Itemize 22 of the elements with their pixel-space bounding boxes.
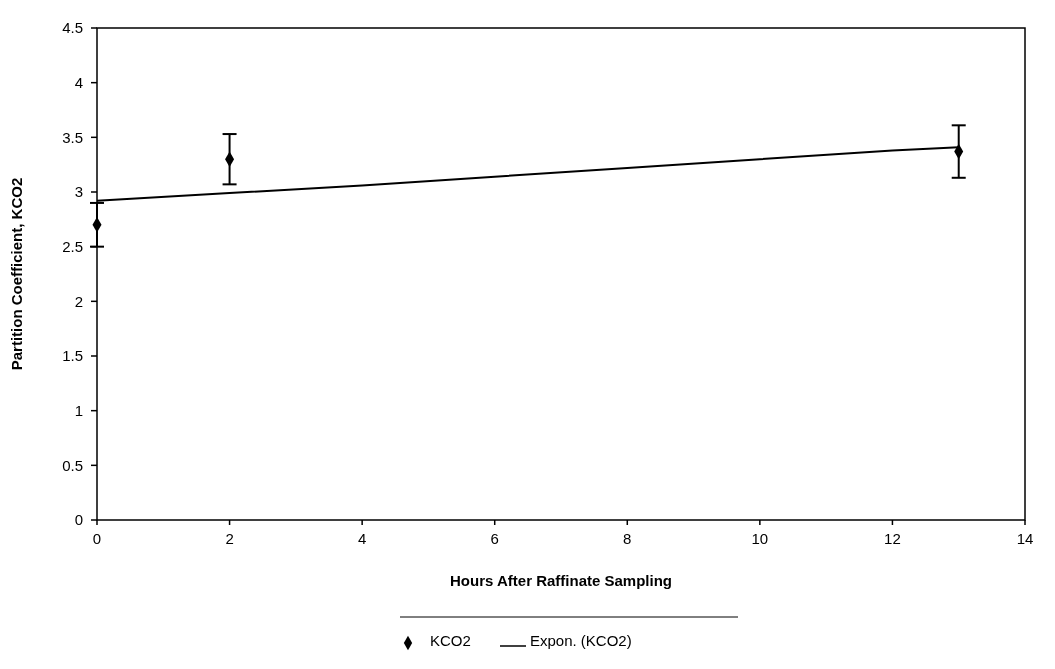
y-tick-label: 0.5 <box>62 456 83 474</box>
y-tick-label: 2 <box>74 292 83 310</box>
y-tick-label: 4 <box>74 73 83 91</box>
y-axis-title: Partition Coefficient, KCO2 <box>8 177 25 371</box>
x-tick-label: 12 <box>884 530 901 547</box>
legend-label: KCO2 <box>430 632 471 650</box>
legend-label: Expon. (KCO2) <box>530 632 632 650</box>
x-tick-label: 8 <box>623 530 632 547</box>
y-tick-label: 2.5 <box>62 237 83 255</box>
x-tick-label: 6 <box>490 530 499 547</box>
y-tick-label: 3.5 <box>62 128 83 146</box>
x-tick-label: 4 <box>357 530 367 547</box>
x-tick-label: 14 <box>1016 530 1034 547</box>
y-tick-label: 0 <box>74 511 83 529</box>
x-tick-label: 2 <box>225 530 234 547</box>
y-tick-label: 1 <box>74 401 83 419</box>
x-tick-label: 0 <box>92 530 102 547</box>
y-tick-label: 4.5 <box>62 19 83 37</box>
y-tick-label: 3 <box>74 183 83 201</box>
x-axis-title: Hours After Raffinate Sampling <box>450 572 672 589</box>
y-tick-label: 1.5 <box>62 347 83 365</box>
x-tick-label: 10 <box>751 530 769 547</box>
